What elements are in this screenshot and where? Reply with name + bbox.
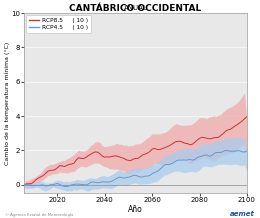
Y-axis label: Cambio de la temperatura mínima (°C): Cambio de la temperatura mínima (°C)	[4, 42, 10, 165]
Text: aemet: aemet	[230, 211, 255, 217]
Title: CANTÁBRICO OCCIDENTAL: CANTÁBRICO OCCIDENTAL	[69, 4, 202, 13]
Legend: RCP8.5     ( 10 ), RCP4.5     ( 10 ): RCP8.5 ( 10 ), RCP4.5 ( 10 )	[26, 15, 91, 33]
X-axis label: Año: Año	[128, 205, 143, 214]
Text: ANUAL: ANUAL	[124, 5, 147, 11]
Text: © Agencia Estatal de Meteorología: © Agencia Estatal de Meteorología	[5, 213, 74, 217]
